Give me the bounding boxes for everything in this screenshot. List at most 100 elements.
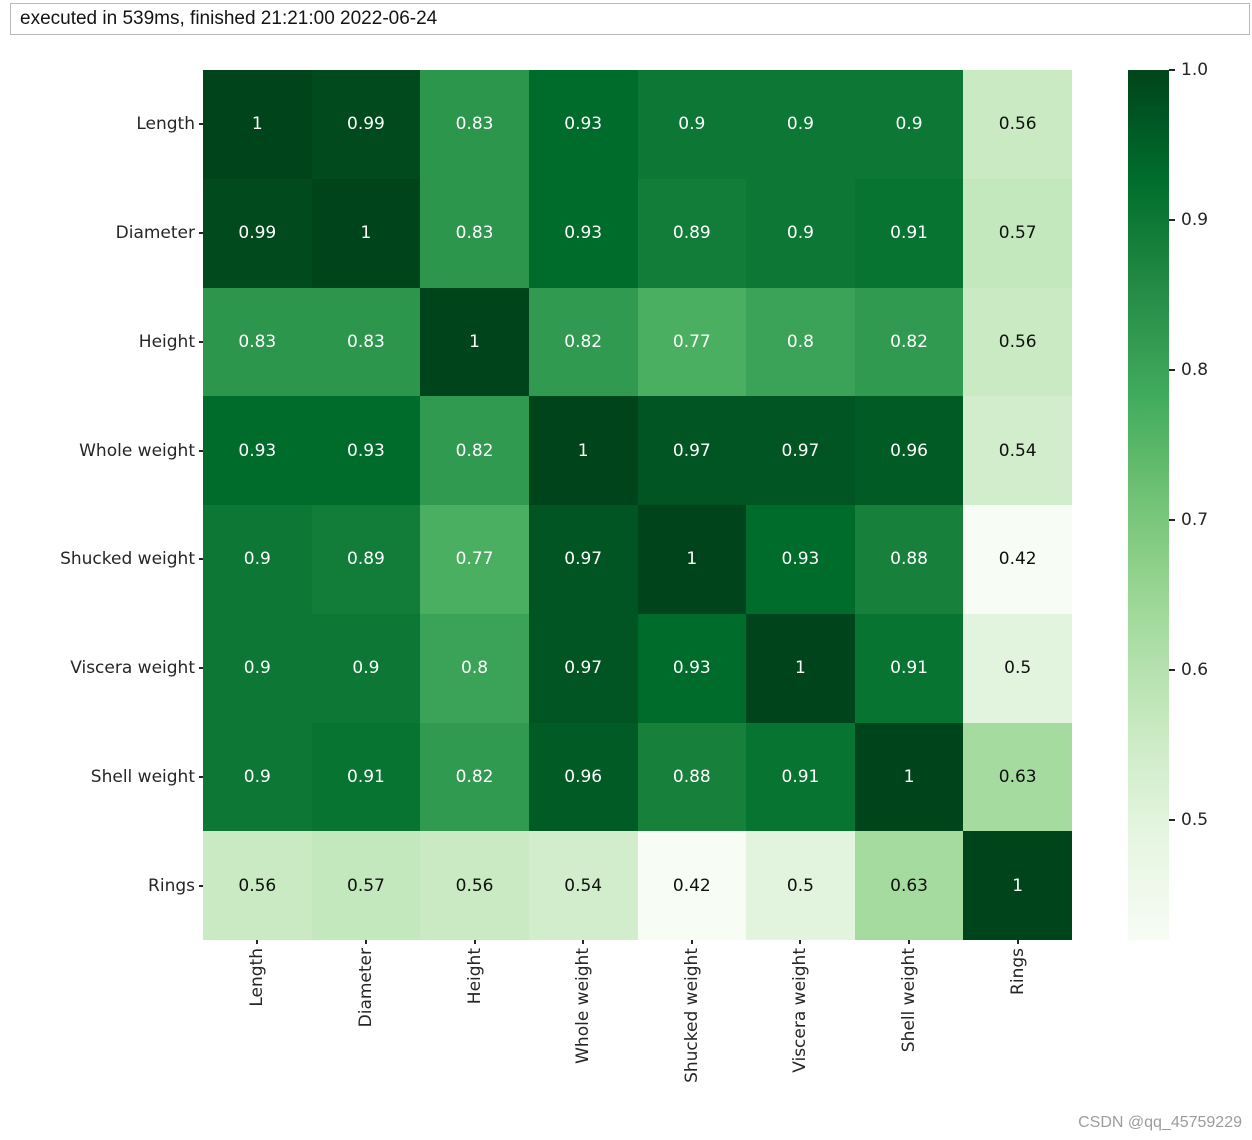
colorbar-tick-mark — [1169, 519, 1175, 521]
heatmap-cell: 0.9 — [203, 722, 312, 832]
heatmap-cell: 0.93 — [311, 396, 421, 505]
heatmap-cell: 0.56 — [963, 287, 1072, 397]
heatmap-cell: 0.54 — [528, 831, 638, 940]
colorbar-ticks: 1.0 0.9 0.8 0.7 0.6 0.5 — [1169, 60, 1249, 940]
colorbar-tick-label: 0.9 — [1181, 210, 1209, 230]
x-axis-tick — [908, 940, 911, 944]
heatmap-cell: 1 — [746, 613, 855, 723]
heatmap-cell: 0.91 — [311, 722, 421, 832]
heatmap-cell: 0.97 — [528, 505, 638, 614]
heatmap-cell: 0.83 — [203, 287, 312, 397]
x-axis-label: Height — [464, 948, 485, 1005]
heatmap-cell: 0.88 — [854, 505, 964, 614]
heatmap-cell: 0.93 — [528, 178, 638, 288]
colorbar-tick-label: 0.7 — [1181, 510, 1209, 530]
colorbar-tick: 0.9 — [1169, 210, 1208, 230]
heatmap-cell: 0.9 — [746, 70, 855, 179]
y-axis-row: Whole weight — [0, 396, 203, 505]
heatmap-cell: 0.97 — [637, 396, 747, 505]
heatmap-cell: 0.8 — [746, 287, 855, 397]
heatmap-cell: 0.5 — [963, 613, 1072, 723]
heatmap-cell: 0.82 — [420, 722, 529, 832]
x-axis-column: Height — [420, 940, 529, 1083]
y-axis-row: Shell weight — [0, 723, 203, 832]
x-axis-tick — [1016, 940, 1019, 944]
x-axis-column: Diameter — [312, 940, 421, 1083]
y-axis-tick — [199, 449, 203, 452]
heatmap-cell: 0.97 — [746, 396, 855, 505]
x-axis-label: Shell weight — [899, 948, 920, 1053]
heatmap-cell: 0.83 — [420, 70, 529, 179]
x-axis-column: Shucked weight — [638, 940, 747, 1083]
correlation-heatmap: 1 0.99 0.83 0.93 0.9 0.9 0.9 0.56 0.99 1 0.83 0.93 0… — [203, 70, 1072, 940]
x-axis-label: Viscera weight — [790, 948, 811, 1073]
y-axis-label: Length — [136, 114, 195, 135]
x-axis-tick — [473, 940, 476, 944]
x-axis-column: Whole weight — [529, 940, 638, 1083]
heatmap-cell: 0.42 — [637, 831, 747, 940]
y-axis-label: Viscera weight — [70, 658, 195, 679]
x-axis-column: Rings — [963, 940, 1072, 1083]
heatmap-cell: 0.82 — [528, 287, 638, 397]
y-axis-labels: Length Diameter Height Whole weight Shucked … — [0, 70, 203, 940]
heatmap-cell: 0.57 — [311, 831, 421, 940]
y-axis-row: Shucked weight — [0, 505, 203, 614]
colorbar-tick-mark — [1169, 669, 1175, 671]
y-axis-row: Viscera weight — [0, 614, 203, 723]
y-axis-label: Shucked weight — [60, 549, 195, 570]
colorbar-tick-mark — [1169, 69, 1175, 71]
heatmap-cell: 0.9 — [854, 70, 964, 179]
heatmap-cell: 0.42 — [963, 505, 1072, 614]
colorbar-tick-label: 0.8 — [1181, 360, 1209, 380]
colorbar-tick: 0.5 — [1169, 810, 1208, 830]
heatmap-cell: 0.56 — [963, 70, 1072, 179]
heatmap-cell: 0.96 — [528, 722, 638, 832]
heatmap-cell: 0.82 — [420, 396, 529, 505]
heatmap-cell: 0.91 — [854, 178, 964, 288]
x-axis-tick — [256, 940, 259, 944]
y-axis-row: Height — [0, 288, 203, 397]
y-axis-tick — [199, 558, 203, 561]
execution-status-bar: executed in 539ms, finished 21:21:00 202… — [10, 3, 1250, 35]
y-axis-tick — [199, 232, 203, 235]
heatmap-cell: 0.99 — [203, 178, 312, 288]
heatmap-cell: 0.9 — [203, 613, 312, 723]
heatmap-cell: 0.9 — [637, 70, 747, 179]
heatmap-cell: 0.9 — [746, 178, 855, 288]
heatmap-cell: 0.82 — [854, 287, 964, 397]
colorbar-gradient — [1128, 70, 1169, 940]
heatmap-cell: 0.93 — [203, 396, 312, 505]
y-axis-tick — [199, 667, 203, 670]
y-axis-tick — [199, 775, 203, 778]
heatmap-cell: 0.83 — [311, 287, 421, 397]
colorbar-tick-mark — [1169, 219, 1175, 221]
heatmap-cell: 0.56 — [420, 831, 529, 940]
x-axis-tick — [582, 940, 585, 944]
y-axis-tick — [199, 123, 203, 126]
colorbar-tick-mark — [1169, 369, 1175, 371]
x-axis-label: Shucked weight — [681, 948, 702, 1083]
colorbar-tick: 0.7 — [1169, 510, 1208, 530]
colorbar-tick: 1.0 — [1169, 60, 1208, 80]
heatmap-cell: 0.91 — [854, 613, 964, 723]
heatmap-cell: 0.5 — [746, 831, 855, 940]
heatmap-cell: 0.54 — [963, 396, 1072, 505]
y-axis-label: Whole weight — [79, 440, 195, 461]
colorbar-tick-mark — [1169, 819, 1175, 821]
x-axis-label: Length — [247, 948, 268, 1007]
heatmap-cell: 0.89 — [637, 178, 747, 288]
heatmap-cell: 0.83 — [420, 178, 529, 288]
heatmap-cell: 1 — [528, 396, 638, 505]
x-axis-label: Whole weight — [573, 948, 594, 1064]
y-axis-tick — [199, 340, 203, 343]
heatmap-cell: 0.9 — [311, 613, 421, 723]
heatmap-cell: 0.91 — [746, 722, 855, 832]
heatmap-cell: 1 — [854, 722, 964, 832]
heatmap-cell: 0.56 — [203, 831, 312, 940]
heatmap-cell: 0.9 — [203, 505, 312, 614]
x-axis-tick — [364, 940, 367, 944]
x-axis-label: Rings — [1007, 948, 1028, 995]
heatmap-cell: 0.99 — [311, 70, 421, 179]
heatmap-cell: 0.8 — [420, 613, 529, 723]
heatmap-cell: 1 — [637, 505, 747, 614]
